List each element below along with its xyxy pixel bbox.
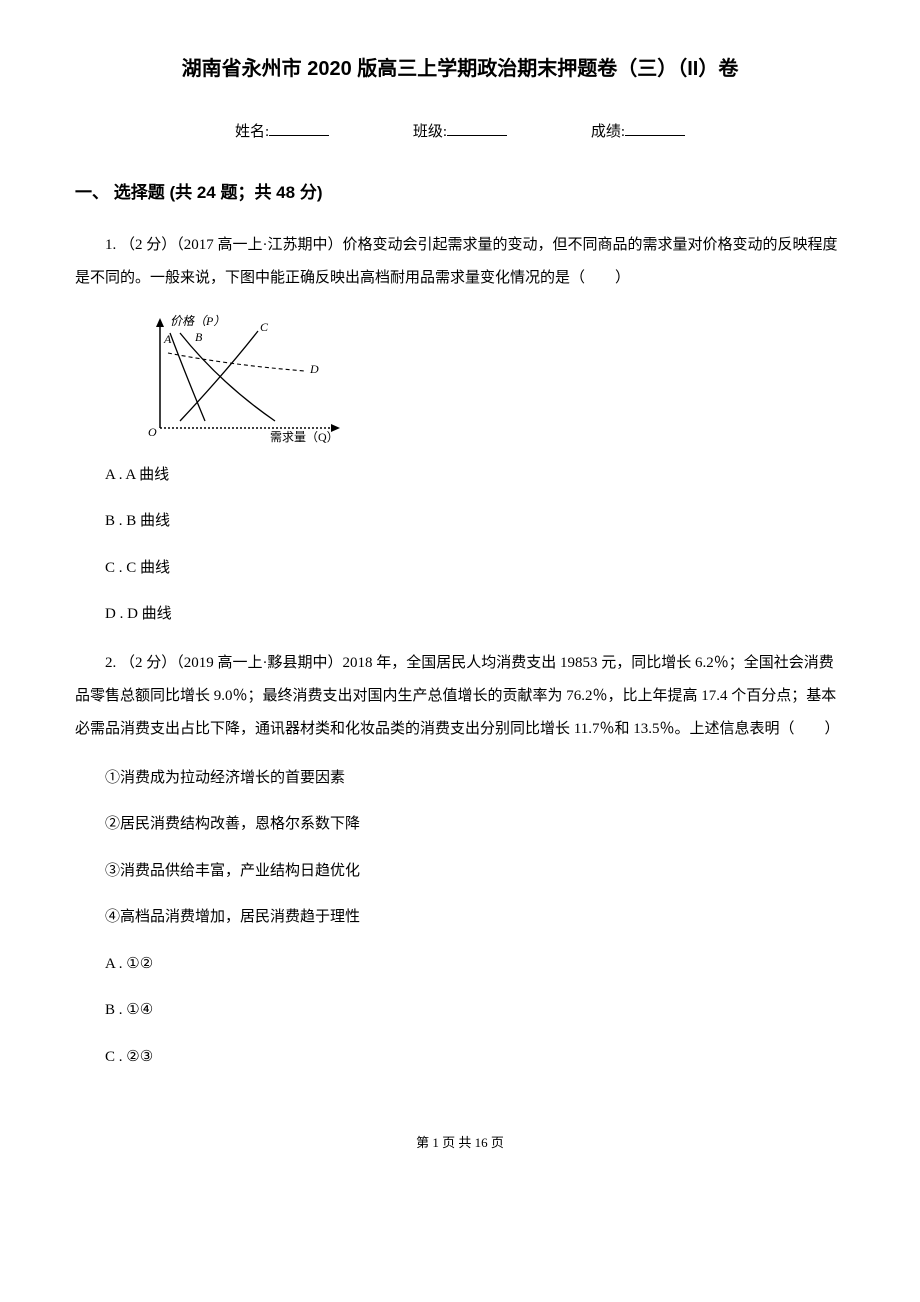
chart-container: 价格（P） A B C D O 需求量（Q）: [140, 313, 845, 443]
score-blank: [625, 135, 685, 136]
q1-option-b: B . B 曲线: [75, 507, 845, 536]
q2-option-b: B . ①④: [75, 996, 845, 1025]
name-label: 姓名:: [235, 118, 269, 147]
q2-option-a: A . ①②: [75, 950, 845, 979]
chart-curve-c-label: C: [260, 320, 269, 334]
chart-curve-b-label: B: [195, 330, 203, 344]
q2-statement-3: ③消费品供给丰富，产业结构日趋优化: [75, 857, 845, 886]
chart-curve-d-label: D: [309, 362, 319, 376]
chart-origin-label: O: [148, 425, 157, 439]
q1-option-c: C . C 曲线: [75, 554, 845, 583]
q1-option-a: A . A 曲线: [75, 461, 845, 490]
info-row: 姓名: 班级: 成绩:: [75, 118, 845, 147]
chart-y-label: 价格（P）: [170, 314, 225, 328]
question-2-text: 2. （2 分）（2019 高一上·黟县期中）2018 年，全国居民人均消费支出…: [75, 647, 845, 746]
score-label: 成绩:: [591, 118, 625, 147]
q2-statement-4: ④高档品消费增加，居民消费趋于理性: [75, 903, 845, 932]
page-title: 湖南省永州市 2020 版高三上学期政治期末押题卷（三）（II）卷: [75, 50, 845, 88]
q2-statement-1: ①消费成为拉动经济增长的首要因素: [75, 764, 845, 793]
question-2: 2. （2 分）（2019 高一上·黟县期中）2018 年，全国居民人均消费支出…: [75, 647, 845, 746]
page-footer: 第 1 页 共 16 页: [75, 1131, 845, 1156]
name-blank: [269, 135, 329, 136]
q2-option-c: C . ②③: [75, 1043, 845, 1072]
class-blank: [447, 135, 507, 136]
question-1-text: 1. （2 分）（2017 高一上·江苏期中）价格变动会引起需求量的变动，但不同…: [75, 229, 845, 295]
class-label: 班级:: [413, 118, 447, 147]
q2-statement-2: ②居民消费结构改善，恩格尔系数下降: [75, 810, 845, 839]
chart-x-label: 需求量（Q）: [270, 430, 339, 443]
demand-curve-chart: 价格（P） A B C D O 需求量（Q）: [140, 313, 350, 443]
chart-curve-a-label: A: [163, 332, 172, 346]
q1-option-d: D . D 曲线: [75, 600, 845, 629]
question-1: 1. （2 分）（2017 高一上·江苏期中）价格变动会引起需求量的变动，但不同…: [75, 229, 845, 295]
section-header: 一、 选择题 (共 24 题；共 48 分): [75, 177, 845, 209]
